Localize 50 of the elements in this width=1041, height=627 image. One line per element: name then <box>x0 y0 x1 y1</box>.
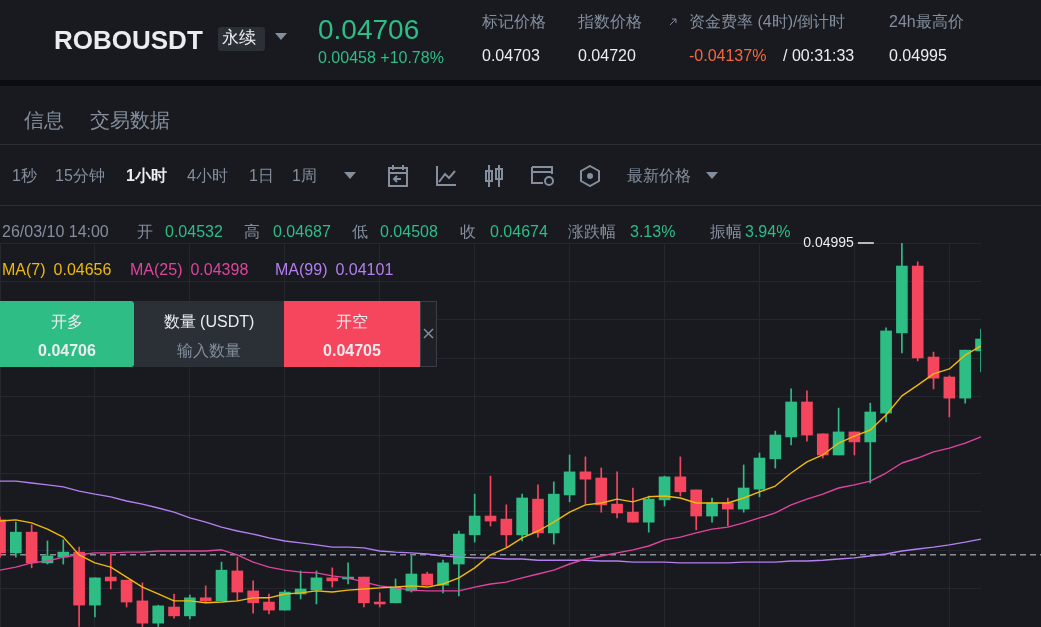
text: 0.04687 <box>273 223 331 240</box>
annotation: 0.04656 <box>53 261 112 278</box>
text: 4小时 <box>187 167 228 184</box>
text: 0.04703 <box>482 47 540 64</box>
text: 24h最高价 <box>889 13 964 30</box>
text: / 00:31:33 <box>783 47 855 64</box>
text: 26/03/10 14:00 <box>2 223 109 240</box>
text: 指数价格 <box>578 13 642 30</box>
text: -0.04137% <box>689 47 767 64</box>
text: 振幅 <box>710 223 742 240</box>
text: ROBOUSDT <box>54 25 203 55</box>
annotation: 开多 <box>50 313 84 330</box>
text: 3.13% <box>630 223 676 240</box>
text: MA(25) <box>130 261 183 278</box>
annotation: 0.04398 <box>190 261 249 278</box>
text: 1秒 <box>12 167 37 184</box>
text: 15分钟 <box>55 167 105 184</box>
candlestick <box>611 471 623 519</box>
text: 0.00458 +10.78% <box>318 49 444 66</box>
text: 3.94% <box>745 223 791 240</box>
annotation: 0.04995 <box>803 233 855 250</box>
text: 0.04508 <box>380 223 438 240</box>
annotation: 输入数量 <box>176 342 242 359</box>
text: 0.04995 <box>889 47 947 64</box>
text: 信息 <box>24 109 64 131</box>
text: 0.04706 <box>318 14 420 45</box>
text: 收 <box>460 223 476 240</box>
text: 标记价格 <box>482 13 546 30</box>
annotation: 开空 <box>335 313 369 330</box>
candlestick <box>104 553 117 590</box>
text: 0.04720 <box>578 47 636 64</box>
text: 资金费率 (4时)/倒计时 <box>689 13 846 30</box>
annotation: 0.04101 <box>335 261 394 278</box>
text: 0.04674 <box>490 223 548 240</box>
text: 1周 <box>292 167 317 184</box>
text: 交易数据 <box>90 109 170 131</box>
text: 0.04532 <box>165 223 223 240</box>
text: 开 <box>137 223 153 240</box>
annotation: 数量 (USDT) <box>162 313 256 330</box>
text: 高 <box>244 223 260 240</box>
text: 最新价格 <box>627 167 691 184</box>
text: MA(99) <box>275 261 328 278</box>
text: 涨跌幅 <box>568 223 616 240</box>
text: 1日 <box>249 167 274 184</box>
text: 永续 <box>222 28 256 47</box>
text: 1小时 <box>126 167 167 184</box>
annotation: 0.04705 <box>322 342 382 359</box>
annotation: 0.04706 <box>37 342 97 359</box>
text: 低 <box>352 223 368 240</box>
text: MA(7) <box>2 261 46 278</box>
